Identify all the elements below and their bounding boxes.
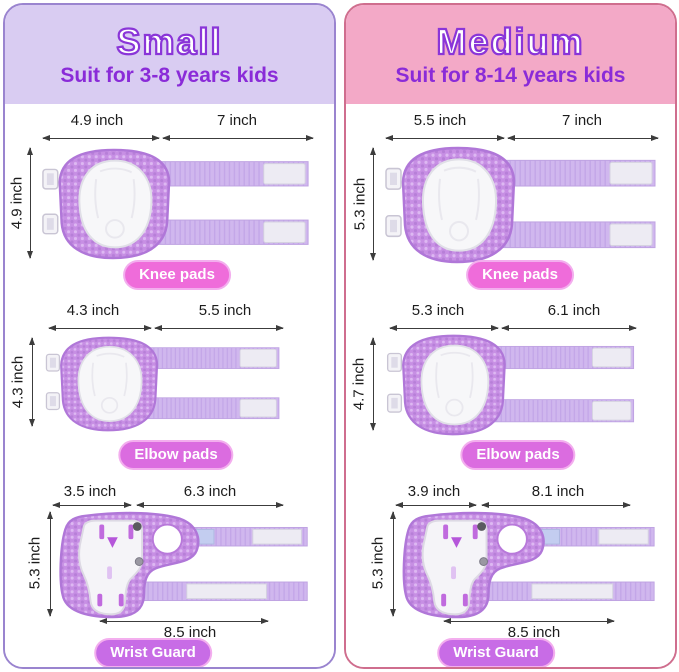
pad-height-label: 5.3 inch bbox=[369, 536, 387, 590]
size-title: Small bbox=[115, 20, 223, 63]
dimension-line-pad-width bbox=[385, 134, 505, 141]
pad-width-label: 4.3 inch bbox=[66, 302, 120, 319]
dimension-line-height bbox=[28, 337, 35, 427]
panel-medium: Medium Suit for 8-14 years kids 5.5 inch… bbox=[344, 3, 677, 669]
dimension-line-pad-width bbox=[52, 501, 132, 508]
badge-knee-pads: Knee pads bbox=[123, 260, 231, 290]
pad-width-label: 5.3 inch bbox=[411, 302, 465, 319]
panel-small-header: Small Suit for 3-8 years kids bbox=[5, 5, 334, 104]
total-length-label: 8.5 inch bbox=[507, 624, 561, 641]
strap-length-label: 8.1 inch bbox=[531, 483, 585, 500]
pad-height-label: 5.3 inch bbox=[351, 177, 369, 231]
section-knee-pads: 4.9 inch 7 inch 4.9 inch Knee pads bbox=[5, 104, 334, 292]
wrist-guard-image bbox=[59, 511, 309, 619]
dimension-line-height bbox=[389, 511, 396, 617]
pad-width-label: 4.9 inch bbox=[70, 112, 124, 129]
strap-length-label: 7 inch bbox=[561, 112, 603, 129]
pad-height-label: 5.3 inch bbox=[26, 536, 44, 590]
pad-width-label: 5.5 inch bbox=[413, 112, 467, 129]
strap-length-label: 5.5 inch bbox=[198, 302, 252, 319]
dimension-line-pad-width bbox=[48, 324, 152, 331]
pad-width-label: 3.9 inch bbox=[407, 483, 461, 500]
strap-length-label: 7 inch bbox=[216, 112, 258, 129]
wrist-guard-image bbox=[402, 511, 656, 619]
elbow-pads-image bbox=[386, 334, 635, 436]
knee-pads-image bbox=[41, 148, 310, 260]
dimension-line-total-length bbox=[99, 617, 269, 624]
knee-pads-image bbox=[384, 146, 657, 264]
panel-small: Small Suit for 3-8 years kids 4.9 inch 7… bbox=[3, 3, 336, 669]
badge-elbow-pads: Elbow pads bbox=[460, 440, 576, 470]
total-length-label: 8.5 inch bbox=[163, 624, 217, 641]
size-subtitle: Suit for 8-14 years kids bbox=[395, 64, 626, 87]
badge-wrist-guard: Wrist Guard bbox=[437, 638, 555, 667]
badge-elbow-pads: Elbow pads bbox=[118, 440, 234, 470]
dimension-line-strap bbox=[162, 134, 314, 141]
pad-width-label: 3.5 inch bbox=[63, 483, 117, 500]
pad-height-label: 4.7 inch bbox=[350, 357, 368, 411]
size-title: Medium bbox=[435, 20, 585, 63]
dimension-line-height bbox=[369, 337, 376, 431]
dimension-line-pad-width bbox=[395, 501, 477, 508]
section-knee-pads: 5.5 inch 7 inch 5.3 inch Knee pads bbox=[346, 104, 675, 292]
section-elbow-pads: 5.3 inch 6.1 inch 4.7 inch Elbow pads bbox=[346, 292, 675, 475]
dimension-line-pad-width bbox=[42, 134, 160, 141]
dimension-line-strap bbox=[154, 324, 284, 331]
dimension-line-pad-width bbox=[389, 324, 499, 331]
strap-length-label: 6.1 inch bbox=[547, 302, 601, 319]
section-wrist-guard: 3.5 inch 6.3 inch 5.3 inch 8.5 inch Wris… bbox=[5, 475, 334, 667]
section-wrist-guard: 3.9 inch 8.1 inch 5.3 inch 8.5 inch Wris… bbox=[346, 475, 675, 667]
pad-height-label: 4.3 inch bbox=[9, 355, 27, 409]
section-elbow-pads: 4.3 inch 5.5 inch 4.3 inch Elbow pads bbox=[5, 292, 334, 475]
pad-height-label: 4.9 inch bbox=[8, 176, 26, 230]
badge-knee-pads: Knee pads bbox=[466, 260, 574, 290]
size-subtitle: Suit for 3-8 years kids bbox=[60, 64, 279, 87]
elbow-pads-image bbox=[45, 336, 281, 432]
dimension-line-strap bbox=[501, 324, 637, 331]
dimension-line-strap bbox=[507, 134, 659, 141]
dimension-line-height bbox=[46, 511, 53, 617]
dimension-line-height bbox=[369, 147, 376, 261]
strap-length-label: 6.3 inch bbox=[183, 483, 237, 500]
dimension-line-strap bbox=[136, 501, 284, 508]
dimension-line-total-length bbox=[443, 617, 615, 624]
dimension-line-height bbox=[26, 147, 33, 259]
panel-medium-header: Medium Suit for 8-14 years kids bbox=[346, 5, 675, 104]
badge-wrist-guard: Wrist Guard bbox=[94, 638, 212, 667]
dimension-line-strap bbox=[481, 501, 631, 508]
